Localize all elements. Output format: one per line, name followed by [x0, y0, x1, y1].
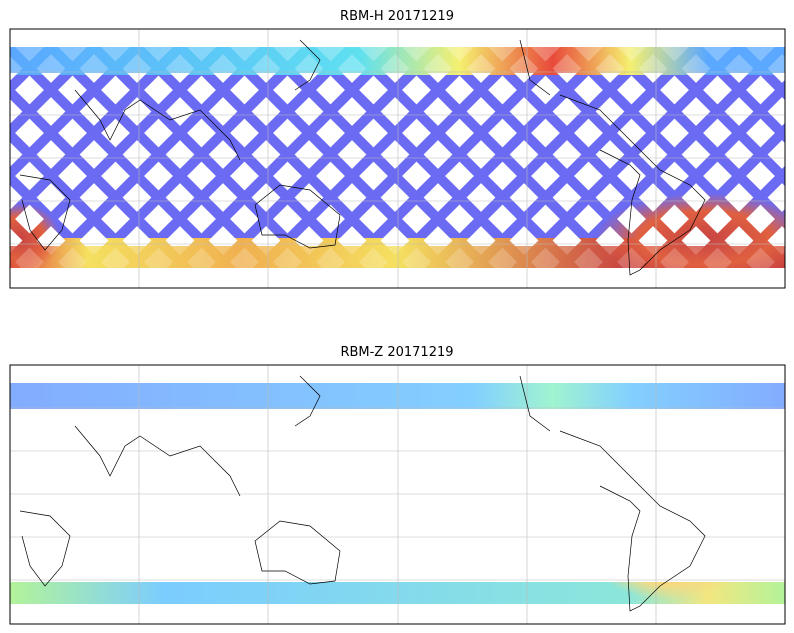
map-panel: RBM-Z 20171219: [9, 345, 786, 625]
map-panel: RBM-H 20171219: [0, 9, 794, 289]
coastlines: [19, 39, 706, 276]
swath-data: [10, 383, 785, 604]
panel-title: RBM-Z 20171219: [340, 345, 453, 360]
panel-frame: [9, 364, 786, 625]
graticule: [10, 29, 785, 288]
panel-title: RBM-H 20171219: [340, 9, 454, 24]
coastlines: [19, 375, 706, 612]
swath-data: [0, 47, 794, 283]
panel-frame: [9, 28, 786, 289]
graticule: [10, 365, 785, 624]
